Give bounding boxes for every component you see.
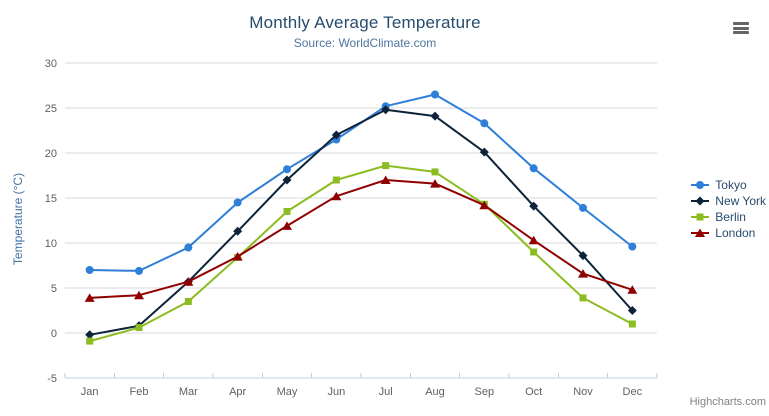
point-berlin[interactable] bbox=[530, 248, 538, 256]
x-axis-label: Oct bbox=[525, 386, 542, 398]
point-berlin[interactable] bbox=[86, 337, 94, 345]
y-axis-label: 10 bbox=[45, 238, 57, 250]
point-berlin[interactable] bbox=[431, 168, 439, 176]
point-berlin[interactable] bbox=[135, 324, 143, 332]
point-london[interactable] bbox=[479, 200, 490, 210]
x-axis-label: Aug bbox=[425, 386, 445, 398]
legend-item-berlin[interactable]: Berlin bbox=[690, 209, 766, 225]
point-tokyo[interactable] bbox=[135, 266, 143, 275]
legend-item-london[interactable]: London bbox=[690, 225, 766, 241]
x-axis-label: Jan bbox=[81, 386, 99, 398]
point-london[interactable] bbox=[331, 191, 342, 201]
x-axis-label: Sep bbox=[475, 386, 495, 398]
hamburger-icon bbox=[733, 22, 749, 25]
chart-title: Monthly Average Temperature bbox=[249, 13, 481, 32]
legend-marker-diamond-icon bbox=[691, 196, 710, 206]
y-axis-label: 20 bbox=[45, 148, 57, 160]
point-berlin[interactable] bbox=[283, 208, 291, 215]
point-new-york[interactable] bbox=[381, 105, 391, 115]
point-new-york[interactable] bbox=[529, 201, 539, 211]
legend-label: Tokyo bbox=[715, 178, 747, 192]
point-london[interactable] bbox=[380, 175, 391, 185]
legend: Tokyo New York Berlin London bbox=[690, 177, 766, 241]
point-london[interactable] bbox=[578, 269, 588, 278]
legend-marker-circle-icon bbox=[691, 181, 710, 189]
point-tokyo[interactable] bbox=[184, 243, 193, 252]
legend-marker-triangle-icon bbox=[691, 228, 710, 238]
point-berlin[interactable] bbox=[332, 176, 340, 184]
point-new-york[interactable] bbox=[578, 251, 588, 261]
hamburger-icon bbox=[733, 26, 749, 30]
y-axis-label: 0 bbox=[51, 328, 57, 340]
point-london[interactable] bbox=[232, 252, 243, 261]
series-line-berlin bbox=[88, 164, 634, 343]
point-tokyo[interactable] bbox=[283, 165, 291, 174]
hamburger-icon bbox=[733, 31, 749, 34]
legend-label: London bbox=[715, 226, 756, 240]
point-london[interactable] bbox=[627, 285, 638, 294]
point-berlin[interactable] bbox=[184, 298, 192, 305]
point-berlin-legend[interactable] bbox=[696, 213, 704, 221]
point-london[interactable] bbox=[84, 293, 95, 302]
y-axis-label: 30 bbox=[45, 58, 57, 70]
point-new-york-legend[interactable] bbox=[695, 196, 705, 206]
x-axis-label: May bbox=[277, 386, 298, 398]
x-axis-label: Mar bbox=[179, 386, 198, 398]
series-line-new-york bbox=[88, 108, 634, 336]
point-london[interactable] bbox=[430, 179, 440, 188]
point-new-york[interactable] bbox=[430, 111, 440, 121]
point-london[interactable] bbox=[528, 235, 539, 245]
series-line-london bbox=[88, 179, 634, 299]
point-tokyo[interactable] bbox=[480, 119, 489, 128]
point-tokyo[interactable] bbox=[85, 266, 94, 274]
point-berlin[interactable] bbox=[382, 162, 390, 170]
legend-label: Berlin bbox=[715, 210, 746, 224]
point-new-york[interactable] bbox=[233, 226, 243, 236]
point-tokyo[interactable] bbox=[431, 90, 439, 99]
x-axis-label: Dec bbox=[623, 386, 643, 398]
point-tokyo-legend[interactable] bbox=[696, 181, 705, 189]
point-tokyo[interactable] bbox=[579, 203, 587, 212]
point-london[interactable] bbox=[134, 290, 144, 300]
legend-item-tokyo[interactable]: Tokyo bbox=[690, 177, 766, 193]
legend-label: New York bbox=[715, 194, 766, 208]
point-tokyo[interactable] bbox=[628, 242, 637, 251]
point-new-york[interactable] bbox=[627, 306, 637, 315]
series-line-tokyo bbox=[88, 93, 634, 272]
export-menu-button[interactable] bbox=[732, 20, 750, 36]
point-london-legend[interactable] bbox=[695, 228, 706, 238]
y-axis-label: -5 bbox=[47, 373, 57, 385]
point-new-york[interactable] bbox=[282, 175, 292, 185]
point-berlin[interactable] bbox=[579, 294, 587, 302]
credits-link[interactable]: Highcharts.com bbox=[689, 396, 766, 408]
point-new-york[interactable] bbox=[85, 330, 95, 340]
y-axis-label: 15 bbox=[45, 193, 57, 205]
point-tokyo[interactable] bbox=[529, 164, 538, 173]
x-axis-label: Apr bbox=[229, 386, 246, 398]
point-new-york[interactable] bbox=[479, 147, 489, 157]
y-axis-label: 25 bbox=[45, 103, 57, 115]
x-axis-label: Nov bbox=[573, 386, 593, 398]
chart-subtitle: Source: WorldClimate.com bbox=[293, 36, 437, 50]
point-london[interactable] bbox=[183, 277, 194, 286]
x-axis-label: Jun bbox=[327, 386, 345, 398]
point-tokyo[interactable] bbox=[233, 198, 242, 207]
point-london[interactable] bbox=[282, 221, 292, 230]
legend-item-new-york[interactable]: New York bbox=[690, 193, 766, 209]
y-axis-label: 5 bbox=[51, 283, 57, 295]
point-berlin[interactable] bbox=[628, 320, 636, 328]
x-axis-label: Jul bbox=[379, 386, 393, 398]
x-axis-label: Feb bbox=[130, 386, 149, 398]
point-new-york[interactable] bbox=[331, 130, 341, 140]
legend-marker-square-icon bbox=[691, 213, 710, 221]
